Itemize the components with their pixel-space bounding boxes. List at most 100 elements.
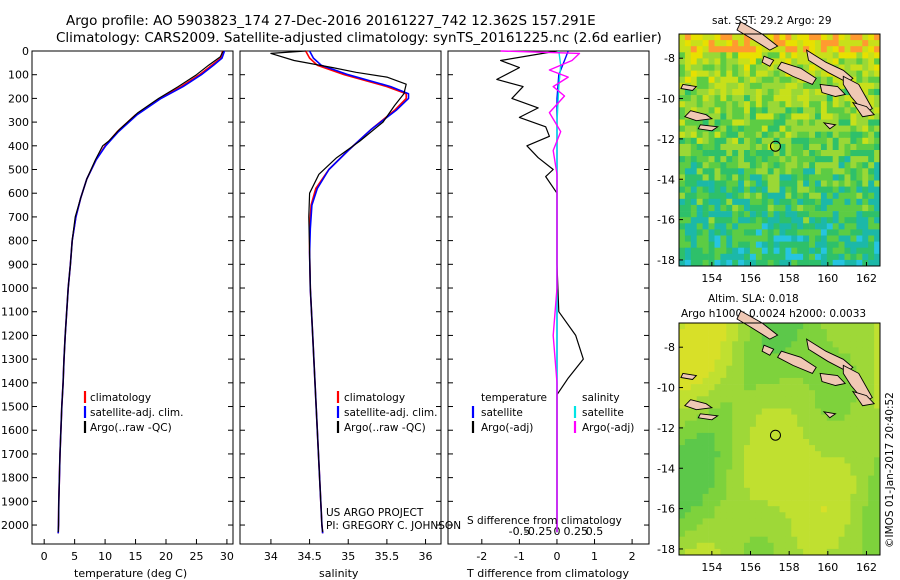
map-cell (797, 493, 804, 501)
map-cell (820, 150, 828, 157)
map-cell (684, 390, 692, 397)
map-cell (726, 481, 733, 489)
map-cell (832, 150, 839, 157)
map-cell (868, 253, 875, 261)
map-cell (797, 259, 804, 267)
sla-map: Altim. SLA: 0.018 Argo h1000: 0.0024 h20… (657, 293, 881, 574)
map-cell (850, 58, 857, 65)
map-cell (732, 247, 739, 255)
map-cell (720, 150, 727, 157)
map-cell (803, 95, 810, 102)
map-cell (732, 512, 739, 519)
map-cell (838, 204, 845, 212)
map-cell (726, 168, 733, 175)
map-cell (732, 253, 739, 261)
map-cell (791, 323, 798, 330)
map-cell (773, 390, 780, 397)
map-cell (755, 186, 763, 194)
map-cell (791, 451, 798, 458)
map-cell (679, 420, 686, 428)
map-cell (684, 235, 692, 242)
map-cell (844, 174, 851, 181)
map-cell (702, 46, 709, 53)
map-cell (820, 426, 828, 434)
map-cell (755, 143, 763, 151)
map-cell (832, 211, 839, 218)
map-cell (702, 371, 709, 379)
map-cell (791, 247, 798, 255)
map-cell (732, 493, 739, 501)
map-cell (779, 536, 786, 544)
map-cell (832, 198, 839, 206)
map-cell (684, 481, 692, 489)
sst-map-title: sat. SST: 29.2 Argo: 29 (712, 15, 832, 27)
map-cell (738, 323, 745, 330)
map-cell (785, 40, 792, 47)
x-tick-label: 2 (629, 550, 636, 563)
map-cell (714, 204, 721, 212)
map-cell (791, 457, 798, 464)
map-cell (714, 451, 721, 458)
map-cell (868, 548, 875, 556)
map-cell (850, 365, 857, 373)
map-cell (726, 113, 733, 120)
map-cell (732, 420, 739, 428)
map-cell (755, 156, 763, 163)
map-cell (714, 113, 721, 120)
s-tick-label: -0.25 (524, 525, 552, 538)
map-cell (797, 40, 804, 47)
map-cell (708, 408, 715, 415)
map-cell (832, 52, 839, 59)
map-cell (726, 432, 733, 440)
map-cell (708, 211, 715, 218)
map-cell (773, 88, 780, 96)
map-cell (702, 101, 709, 108)
map-cell (744, 119, 751, 126)
map-cell (844, 95, 851, 102)
map-cell (838, 156, 845, 163)
map-cell (761, 512, 769, 519)
map-cell (720, 500, 727, 507)
map-cell (791, 445, 798, 452)
map-cell (815, 101, 822, 108)
map-cell (862, 76, 869, 84)
map-cell (820, 34, 828, 41)
map-cell (874, 58, 881, 65)
map-cell (820, 95, 828, 102)
legend-label-satellite: satellite-adj. clim. (90, 407, 183, 419)
map-cell (696, 253, 703, 261)
map-cell (696, 445, 703, 452)
island-coastline (776, 61, 817, 85)
map-cell (679, 235, 686, 242)
difference-legend: temperature satellite Argo(-adj) salinit… (471, 392, 634, 434)
map-cell (803, 180, 810, 187)
map-cell (679, 174, 686, 181)
map-cell (679, 481, 686, 489)
map-cell (708, 475, 715, 483)
map-cell (696, 506, 703, 513)
map-cell (809, 408, 816, 415)
map-cell (761, 414, 769, 422)
map-cell (838, 131, 845, 139)
map-cell (850, 493, 857, 501)
map-cell (744, 384, 751, 391)
map-cell (679, 469, 686, 476)
map-cell (755, 384, 763, 391)
map-cell (720, 512, 727, 519)
island-coastline (761, 55, 775, 67)
map-cell (690, 451, 698, 458)
map-cell (820, 390, 828, 397)
map-cell (738, 469, 745, 476)
map-cell (791, 82, 798, 90)
map-cell (726, 323, 733, 330)
x-tick-label: -1 (514, 550, 525, 563)
map-cell (779, 414, 786, 422)
map-cell (820, 542, 828, 550)
map-cell (820, 396, 828, 403)
map-cell (702, 119, 709, 126)
map-cell (815, 247, 822, 255)
map-cell (809, 150, 816, 157)
map-cell (850, 180, 857, 187)
map-cell (690, 487, 698, 495)
map-cell (749, 40, 757, 47)
